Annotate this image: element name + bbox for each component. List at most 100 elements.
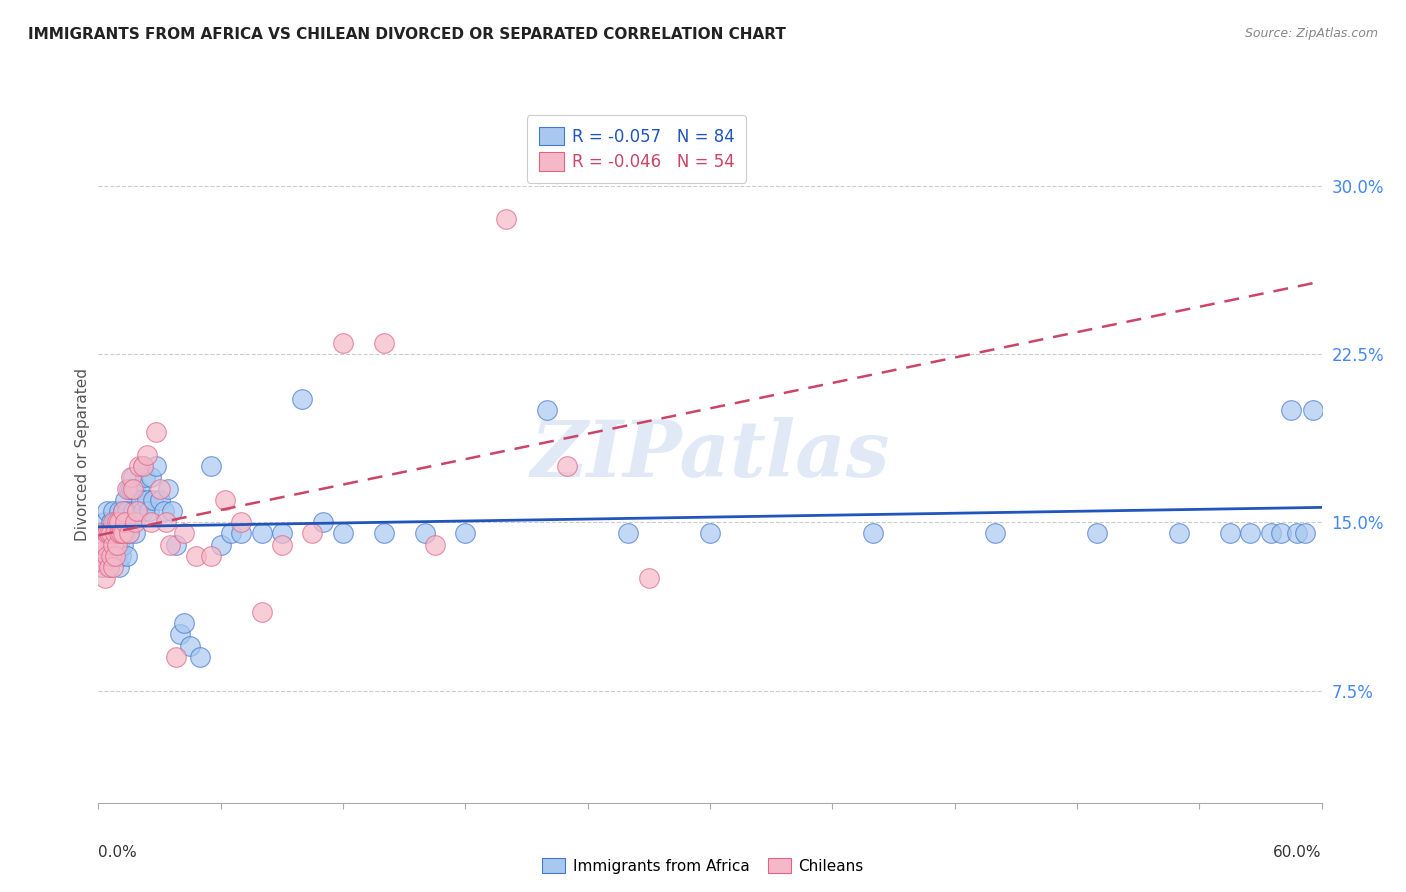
- Point: [91, 560, 114, 574]
- Point: [96, 526, 118, 541]
- Legend: Immigrants from Africa, Chileans: Immigrants from Africa, Chileans: [536, 852, 870, 880]
- Point: [984, 526, 1007, 541]
- Point: [1279, 403, 1302, 417]
- Point: [291, 392, 314, 406]
- Point: [104, 515, 127, 529]
- Point: [312, 515, 335, 529]
- Point: [122, 482, 145, 496]
- Point: [179, 639, 201, 653]
- Point: [114, 526, 136, 541]
- Point: [129, 492, 152, 507]
- Point: [136, 492, 159, 507]
- Point: [141, 470, 163, 484]
- Point: [1286, 526, 1309, 541]
- Text: 0.0%: 0.0%: [98, 845, 138, 860]
- Point: [118, 526, 141, 541]
- Point: [93, 515, 115, 529]
- Point: [127, 504, 149, 518]
- Point: [93, 538, 115, 552]
- Point: [209, 538, 232, 552]
- Point: [91, 560, 114, 574]
- Point: [132, 504, 155, 518]
- Point: [495, 212, 517, 227]
- Point: [120, 482, 142, 496]
- Point: [219, 526, 242, 541]
- Point: [111, 526, 134, 541]
- Point: [108, 515, 131, 529]
- Point: [122, 504, 145, 518]
- Point: [132, 459, 155, 474]
- Point: [110, 515, 132, 529]
- Point: [200, 549, 222, 563]
- Point: [332, 526, 354, 541]
- Point: [115, 482, 138, 496]
- Point: [110, 549, 132, 563]
- Point: [104, 549, 127, 563]
- Text: IMMIGRANTS FROM AFRICA VS CHILEAN DIVORCED OR SEPARATED CORRELATION CHART: IMMIGRANTS FROM AFRICA VS CHILEAN DIVORC…: [28, 27, 786, 42]
- Point: [89, 549, 111, 563]
- Point: [134, 470, 156, 484]
- Point: [120, 515, 142, 529]
- Point: [231, 515, 253, 529]
- Point: [97, 526, 120, 541]
- Point: [93, 538, 115, 552]
- Point: [270, 526, 294, 541]
- Point: [101, 560, 124, 574]
- Y-axis label: Divorced or Separated: Divorced or Separated: [75, 368, 90, 541]
- Point: [132, 459, 155, 474]
- Point: [301, 526, 323, 541]
- Point: [115, 504, 138, 518]
- Point: [91, 526, 114, 541]
- Legend: R = -0.057   N = 84, R = -0.046   N = 54: R = -0.057 N = 84, R = -0.046 N = 54: [527, 115, 747, 183]
- Point: [118, 482, 141, 496]
- Point: [1260, 526, 1282, 541]
- Point: [108, 504, 131, 518]
- Point: [423, 538, 446, 552]
- Point: [128, 482, 150, 496]
- Point: [699, 526, 721, 541]
- Point: [96, 526, 118, 541]
- Point: [159, 538, 181, 552]
- Point: [100, 515, 122, 529]
- Point: [332, 335, 354, 350]
- Point: [373, 335, 395, 350]
- Point: [101, 515, 124, 529]
- Point: [200, 459, 222, 474]
- Point: [250, 605, 273, 619]
- Point: [1167, 526, 1189, 541]
- Point: [111, 504, 134, 518]
- Point: [105, 515, 128, 529]
- Point: [186, 549, 208, 563]
- Point: [101, 549, 124, 563]
- Point: [165, 538, 187, 552]
- Point: [100, 549, 122, 563]
- Point: [89, 526, 111, 541]
- Point: [373, 526, 395, 541]
- Point: [100, 526, 122, 541]
- Point: [536, 403, 558, 417]
- Point: [1219, 526, 1241, 541]
- Point: [231, 526, 253, 541]
- Point: [111, 538, 134, 552]
- Point: [156, 482, 179, 496]
- Point: [413, 526, 436, 541]
- Point: [91, 538, 114, 552]
- Point: [104, 538, 127, 552]
- Point: [105, 526, 128, 541]
- Point: [127, 504, 149, 518]
- Point: [145, 425, 167, 440]
- Point: [124, 515, 146, 529]
- Point: [120, 470, 142, 484]
- Point: [188, 649, 212, 664]
- Point: [97, 526, 120, 541]
- Point: [270, 538, 294, 552]
- Point: [149, 492, 172, 507]
- Point: [108, 560, 131, 574]
- Point: [142, 492, 165, 507]
- Point: [1294, 526, 1316, 541]
- Point: [136, 448, 159, 462]
- Point: [160, 504, 183, 518]
- Point: [124, 482, 146, 496]
- Point: [1270, 526, 1292, 541]
- Point: [110, 526, 132, 541]
